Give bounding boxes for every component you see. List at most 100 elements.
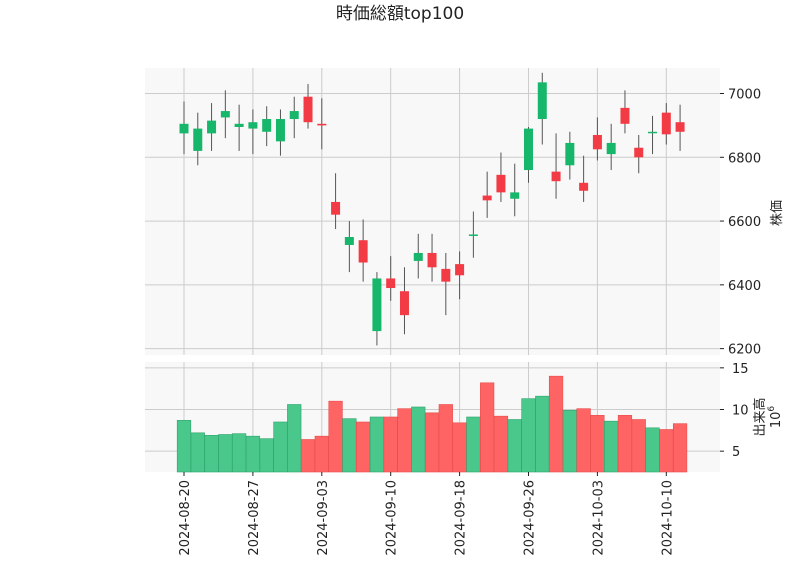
volume-bar (314, 435, 329, 473)
price-tick-label: 6200 (728, 343, 761, 358)
candle-body (317, 123, 327, 126)
price-tick-label: 6800 (728, 151, 761, 166)
candle-body (455, 264, 465, 276)
price-candles (179, 72, 685, 346)
volume-bar (369, 416, 385, 473)
candle-body (289, 111, 299, 120)
candle-body (193, 128, 203, 151)
candle-body (661, 112, 671, 135)
volume-bar (287, 404, 302, 473)
volume-bar (631, 419, 646, 473)
volume-bar (176, 420, 192, 473)
date-tick-label: 2024-09-26 (523, 480, 538, 556)
date-tick-label: 2024-10-03 (591, 480, 606, 556)
price-axis: 6200 6400 6600 6800 7000 (720, 88, 761, 358)
date-tick-label: 2024-09-18 (454, 480, 469, 556)
volume-tick-label: 15 (732, 362, 749, 377)
candle-body (248, 122, 258, 129)
candle-body (399, 291, 409, 316)
candle-body (331, 201, 341, 215)
candle-body (468, 234, 478, 236)
date-tick-label: 2024-08-27 (247, 480, 262, 556)
candle-body (648, 131, 658, 134)
candle-body (592, 134, 602, 150)
price-axis-label: 株価 (770, 200, 785, 226)
volume-bar (259, 438, 274, 473)
volume-bar (383, 416, 398, 473)
candle-body (675, 122, 685, 132)
candle-body (482, 195, 492, 201)
volume-tick-label: 5 (732, 445, 740, 460)
price-tick-label: 6600 (728, 215, 761, 230)
candle-body (606, 142, 616, 155)
volume-bar (548, 375, 564, 473)
volume-bar (300, 439, 316, 473)
candle-body (565, 142, 575, 166)
candle-body (537, 82, 547, 120)
volume-bar (397, 408, 412, 473)
volume-bar (507, 419, 522, 473)
date-tick-label: 2024-09-10 (385, 480, 400, 556)
volume-bar (342, 418, 357, 473)
candle-body (620, 107, 630, 124)
volume-scale-exponent: 6 (767, 406, 777, 412)
volume-bar (466, 416, 481, 473)
candle-body (427, 252, 437, 268)
volume-bar (576, 408, 591, 473)
volume-bar (356, 421, 371, 473)
volume-bar (273, 421, 288, 473)
volume-bar (411, 406, 426, 473)
candle-body (441, 268, 451, 282)
price-panel (145, 68, 720, 355)
candle-body (524, 128, 533, 171)
volume-bar (438, 404, 453, 473)
volume-scale-label: 106 (767, 406, 784, 429)
volume-tick-label: 10 (732, 404, 749, 419)
candle-body (207, 120, 217, 134)
chart-title: 時価総額top100 (336, 4, 464, 24)
volume-bar (521, 398, 536, 473)
volume-bar (190, 432, 205, 473)
volume-bar (590, 415, 605, 473)
volume-bar (645, 427, 660, 473)
candle-body (344, 237, 354, 245)
volume-axis: 5 10 15 (720, 362, 749, 460)
volume-bars (176, 375, 688, 473)
volume-bar (672, 423, 688, 473)
candle-body (179, 123, 189, 134)
candle-body (551, 171, 561, 182)
volume-bar (424, 412, 440, 473)
volume-bar (452, 422, 467, 473)
volume-bar (493, 415, 509, 473)
candle-body (634, 147, 644, 158)
date-tick-label: 2024-10-10 (660, 480, 675, 556)
volume-bar (232, 433, 247, 473)
candle-body (510, 192, 520, 199)
price-tick-label: 7000 (728, 88, 761, 103)
candle-body (262, 119, 272, 132)
volume-scale-base: 10 (769, 412, 784, 429)
candle-body (220, 111, 230, 118)
date-tick-label: 2024-09-03 (316, 480, 331, 556)
volume-bar (535, 395, 550, 473)
svg-text:106: 106 (767, 406, 784, 429)
volume-bar (480, 382, 495, 473)
volume-bar (204, 435, 219, 473)
candle-body (413, 252, 423, 261)
volume-bar (617, 415, 633, 473)
candle-body (234, 123, 244, 127)
candle-body (579, 182, 589, 191)
price-tick-label: 6400 (728, 279, 761, 294)
volume-bar (218, 434, 233, 473)
volume-bar (562, 410, 577, 473)
volume-bar (659, 429, 674, 473)
volume-axis-label: 出来高 (752, 397, 768, 436)
candle-body (275, 119, 285, 142)
volume-bar (328, 400, 343, 473)
date-tick-label: 2024-08-20 (178, 480, 193, 556)
volume-bar (604, 420, 619, 473)
volume-bar (245, 435, 261, 473)
candle-body (372, 278, 382, 332)
candle-body (303, 96, 313, 123)
